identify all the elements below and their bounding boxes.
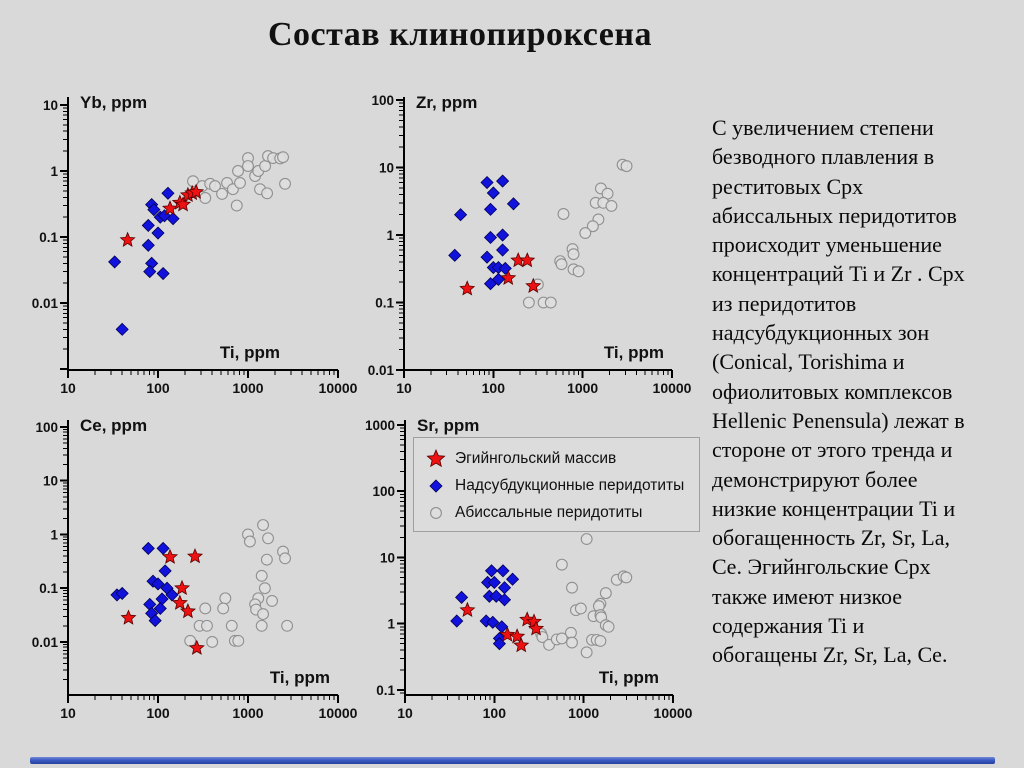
legend-item: Эгийнгольский массив [414, 445, 699, 472]
series-circle [184, 519, 294, 648]
series-star [459, 252, 542, 296]
description-line: Ce. Эгийнгольские Cpx [712, 554, 931, 580]
panel-yb: 10 100 1000 10000 10 1 0.1 0.01 Yb, ppm Ti, ppm [32, 93, 358, 396]
series-diamond [108, 186, 180, 336]
series-circle [535, 533, 633, 659]
svg-text:10000: 10000 [319, 380, 358, 396]
svg-text:0.1: 0.1 [376, 683, 395, 698]
star-icon [426, 448, 446, 467]
svg-text:10000: 10000 [653, 380, 692, 396]
svg-text:100: 100 [372, 484, 395, 499]
svg-text:100: 100 [146, 380, 170, 396]
legend-item: Надсубдукционные перидотиты [414, 472, 699, 499]
svg-text:100: 100 [35, 420, 58, 435]
description-line: абиссальных перидотитов [712, 202, 957, 228]
svg-text:10: 10 [60, 705, 76, 721]
description-line: низкие концентрации Ti и [712, 495, 956, 521]
series-diamond [110, 541, 179, 628]
svg-text:0.01: 0.01 [32, 296, 59, 311]
legend: Эгийнгольский массив Надсубдукционные пер… [413, 437, 700, 532]
description-line: (Conical, Torishima и [712, 349, 905, 375]
description-line: Hellenic Penensula) лежат в [712, 407, 965, 433]
svg-text:10000: 10000 [654, 705, 693, 721]
legend-item-label: Эгийнгольский массив [455, 449, 617, 467]
svg-text:1000: 1000 [365, 418, 395, 433]
description-line: происходит уменьшение [712, 232, 942, 258]
svg-text:10: 10 [60, 380, 76, 396]
series-star [119, 183, 205, 247]
series-circle [187, 150, 291, 212]
svg-text:1000: 1000 [232, 705, 263, 721]
svg-text:10: 10 [379, 161, 394, 176]
panel-ce: 10 100 1000 10000 100 10 1 0.1 0.01 Ce, ppm Ti, pp… [32, 416, 358, 721]
panel-sr: 10 100 1000 10000 1000 100 10 1 0.1 Sr, ppm Ti, pp… [365, 416, 693, 721]
circle-icon [430, 506, 442, 519]
svg-text:10: 10 [43, 474, 58, 489]
panel-zr: 10 100 1000 10000 100 10 1 0.1 0.01 Zr, ppm Ti, pp… [368, 93, 692, 396]
svg-text:0.01: 0.01 [32, 635, 59, 650]
description-line: концентраций Ti и Zr . Cpx [712, 261, 965, 287]
description-line: С увеличением степени [712, 115, 934, 140]
svg-text:1: 1 [50, 527, 58, 542]
description-line: демонстрируют более [712, 466, 918, 492]
svg-text:1: 1 [386, 228, 394, 243]
svg-text:10: 10 [397, 705, 413, 721]
description-line: надсубдукционных зон [712, 320, 930, 346]
description-line: реститовых Cpx [712, 173, 864, 199]
description-line: стороне от этого тренда и [712, 437, 953, 463]
svg-text:Sr, ppm: Sr, ppm [417, 416, 479, 435]
legend-item: Абиссальные перидотиты [414, 499, 699, 526]
svg-text:1: 1 [387, 617, 395, 632]
svg-text:Ti, ppm: Ti, ppm [270, 668, 330, 687]
description-line: обогащены Zr, Sr, La, Ce. [712, 642, 948, 668]
svg-text:1000: 1000 [567, 380, 598, 396]
svg-text:100: 100 [371, 93, 394, 108]
svg-text:0.1: 0.1 [39, 230, 58, 245]
series-circle [522, 158, 633, 309]
series-star [120, 548, 205, 655]
bottom-accent-bar [30, 757, 995, 764]
svg-text:10000: 10000 [319, 705, 358, 721]
svg-text:0.1: 0.1 [39, 581, 58, 596]
legend-item-label: Надсубдукционные перидотиты [455, 476, 685, 494]
svg-text:0.1: 0.1 [375, 296, 394, 311]
series-diamond [448, 174, 521, 291]
svg-text:Ti, ppm: Ti, ppm [604, 343, 664, 362]
svg-text:10: 10 [43, 98, 58, 113]
svg-text:100: 100 [482, 380, 506, 396]
diamond-icon [429, 478, 443, 493]
description-line: содержания Ti и [712, 613, 865, 639]
svg-text:1: 1 [50, 164, 58, 179]
svg-text:Ti, ppm: Ti, ppm [220, 343, 280, 362]
description-line: безводного плавления в [712, 144, 935, 170]
svg-text:1000: 1000 [568, 705, 599, 721]
svg-text:10: 10 [380, 550, 395, 565]
series-diamond [450, 564, 520, 651]
slide-title: Состав клинопироксена [268, 16, 652, 53]
description-text: С увеличением степени безводного плавлени… [712, 113, 1017, 670]
svg-text:Zr, ppm: Zr, ppm [416, 93, 477, 112]
svg-text:10: 10 [396, 380, 412, 396]
legend-item-label: Абиссальные перидотиты [455, 503, 643, 521]
svg-text:Yb, ppm: Yb, ppm [80, 93, 147, 112]
description-line: также имеют низкое [712, 583, 903, 609]
svg-text:100: 100 [483, 705, 507, 721]
svg-text:0.01: 0.01 [368, 363, 395, 378]
series-star [459, 601, 545, 653]
svg-text:Ce, ppm: Ce, ppm [80, 416, 147, 435]
svg-text:Ti, ppm: Ti, ppm [599, 668, 659, 687]
description-line: офиолитовых комплексов [712, 378, 953, 404]
description-line: обогащенность Zr, Sr, La, [712, 525, 950, 551]
svg-text:1000: 1000 [232, 380, 263, 396]
description-line: из перидотитов [712, 290, 857, 316]
svg-text:100: 100 [146, 705, 170, 721]
